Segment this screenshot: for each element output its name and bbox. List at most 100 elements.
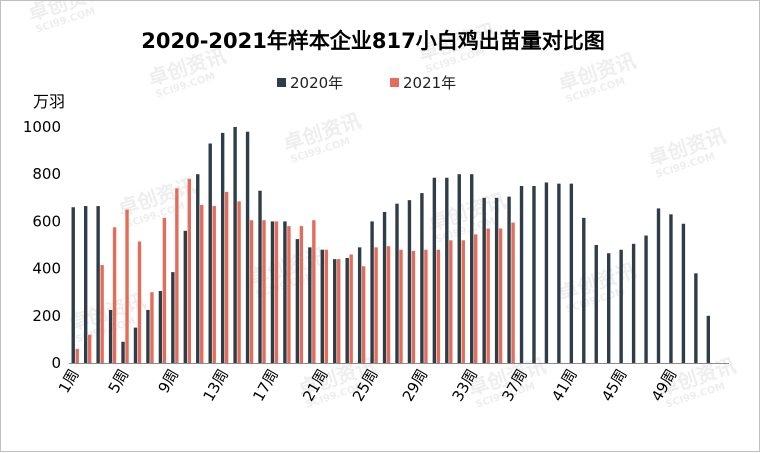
bar-2021年-21周 — [324, 249, 328, 363]
bar-2021年-8周 — [162, 217, 167, 363]
bar-2020年-49周 — [669, 214, 673, 363]
y-tick-label: 800 — [32, 165, 61, 183]
y-tick-label: 600 — [32, 212, 61, 230]
bar-2021年-3周 — [100, 265, 104, 363]
bar-2021年-29周 — [424, 249, 428, 363]
x-axis-ticks: 1周 5周 9周 13周 17周 21周 25周 29周 33周 37周 41周 45周 49周 — [55, 366, 681, 405]
bar-2021年-22周 — [337, 259, 341, 363]
bar-2020年-24周 — [357, 247, 362, 363]
y-axis-unit: 万羽 — [33, 92, 65, 111]
bar-2021年-1周 — [75, 348, 79, 363]
bar-2020年-11周 — [196, 174, 200, 363]
bar-2020年-28周 — [407, 200, 412, 363]
bar-2021年-27周 — [399, 249, 403, 363]
y-axis-ticks: 0 200 400 600 800 1000 — [23, 118, 61, 372]
legend-label-2020: 2020年 — [290, 74, 343, 92]
bar-2021年-9周 — [175, 188, 179, 363]
bar-2021年-20周 — [312, 220, 316, 363]
bar-2021年-12周 — [212, 206, 216, 363]
bar-2020年-45周 — [619, 249, 623, 363]
bar-2021年-11周 — [200, 204, 204, 363]
bar-2020年-1周 — [71, 207, 75, 363]
bar-2020年-20周 — [308, 247, 312, 363]
bar-2021年-18周 — [287, 226, 291, 363]
bar-2020年-27周 — [395, 203, 399, 363]
bar-2020年-37周 — [519, 186, 524, 363]
x-tick-label: 41周 — [548, 366, 581, 405]
bar-2021年-17周 — [274, 221, 279, 363]
bar-2020年-43周 — [594, 245, 598, 363]
bar-2021年-30周 — [436, 249, 441, 363]
y-tick-label: 400 — [32, 260, 61, 278]
bar-2020年-14周 — [233, 127, 237, 363]
y-tick-label: 0 — [51, 354, 61, 372]
legend-label-2021: 2021年 — [403, 74, 456, 92]
bar-2020年-3周 — [96, 206, 100, 363]
bar-2020年-44周 — [607, 253, 611, 363]
bar-2021年-24周 — [361, 266, 366, 363]
bar-2020年-23周 — [345, 257, 349, 363]
bar-2021年-26周 — [386, 246, 391, 363]
legend-swatch-2020 — [277, 78, 286, 87]
x-tick-label: 29周 — [399, 366, 432, 405]
bar-2020年-47周 — [644, 235, 648, 363]
bar-2021年-6周 — [137, 241, 142, 363]
x-tick-label: 5周 — [105, 366, 133, 396]
bar-2021年-2周 — [87, 334, 92, 363]
bar-2020年-48周 — [656, 208, 661, 363]
bar-2020年-26周 — [382, 211, 387, 363]
bar-2021年-23周 — [349, 254, 353, 363]
bar-2021年-28周 — [411, 250, 416, 363]
bar-2020年-16周 — [258, 190, 262, 363]
bar-2021年-13周 — [224, 191, 229, 363]
bar-2021年-36周 — [511, 222, 515, 363]
bar-2020年-10周 — [183, 230, 187, 363]
bar-2020年-22周 — [333, 259, 337, 363]
y-tick-label: 200 — [32, 307, 61, 325]
bar-2021年-5周 — [125, 209, 129, 363]
bar-2020年-17周 — [270, 221, 275, 363]
bar-2020年-32周 — [457, 174, 461, 363]
bar-2020年-6周 — [133, 327, 138, 363]
bar-2020年-46周 — [631, 243, 636, 363]
bar-2021年-19周 — [299, 226, 304, 363]
bar-2020年-30周 — [432, 177, 437, 363]
bar-2021年-4周 — [112, 227, 117, 363]
bar-2021年-25周 — [374, 247, 378, 363]
legend: 2020年 2021年 — [277, 74, 456, 92]
bar-2020年-21周 — [320, 249, 324, 363]
bar-2020年-29周 — [420, 193, 424, 363]
bar-2020年-2周 — [83, 206, 88, 363]
bars-group — [71, 127, 711, 363]
x-tick-label: 45周 — [598, 366, 631, 405]
bar-2021年-32周 — [461, 240, 465, 363]
bar-2020年-39周 — [544, 182, 549, 363]
bar-2021年-14周 — [237, 201, 241, 363]
bar-2020年-50周 — [681, 223, 686, 363]
bar-2021年-16周 — [262, 220, 266, 363]
bar-2021年-15周 — [249, 220, 254, 363]
bar-2020年-19周 — [295, 239, 300, 363]
bar-2020年-51周 — [694, 273, 698, 363]
bar-2020年-15周 — [245, 131, 250, 363]
bar-2021年-34周 — [486, 228, 490, 363]
bar-2020年-31周 — [445, 177, 449, 363]
bar-2020年-35周 — [494, 197, 499, 363]
bar-2020年-25周 — [370, 221, 374, 363]
bar-2020年-8周 — [158, 291, 163, 363]
bar-2020年-36周 — [507, 196, 511, 363]
legend-swatch-2021 — [390, 78, 399, 87]
bar-2021年-31周 — [449, 240, 453, 363]
chart-title: 2020-2021年样本企业817小白鸡出苗量对比图 — [141, 29, 604, 53]
bar-2020年-34周 — [482, 197, 486, 363]
bar-2020年-7周 — [146, 309, 150, 363]
bar-2021年-10周 — [187, 178, 191, 363]
bar-2020年-4周 — [108, 309, 113, 363]
x-tick-label: 13周 — [199, 366, 232, 405]
bar-2020年-12周 — [208, 143, 212, 363]
